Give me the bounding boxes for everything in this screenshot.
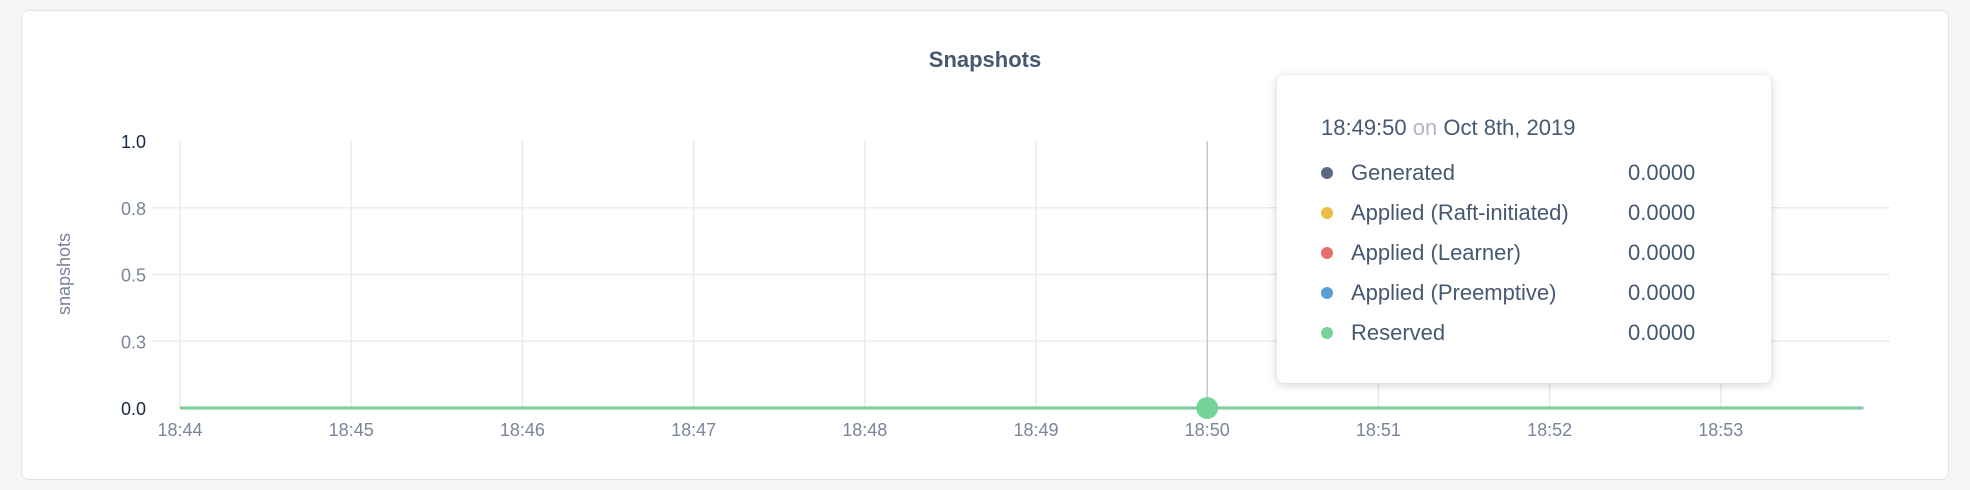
hover-point [1196,397,1219,419]
x-tick-label: 18:51 [1356,420,1401,440]
tooltip-row: Applied (Learner) 0.0000 [1321,233,1771,273]
x-tick-label: 18:52 [1527,420,1572,440]
tooltip-series-label: Applied (Raft-initiated) [1351,200,1569,225]
tooltip-series-value: 0.0000 [1628,200,1696,225]
chart-title: Snapshots [928,47,1042,72]
tooltip-row: Reserved 0.0000 [1321,313,1771,353]
legend-dot-icon [1321,327,1333,339]
tooltip-row: Applied (Preemptive) 0.0000 [1321,273,1771,313]
tooltip-series-label: Reserved [1351,320,1446,345]
tooltip-series-label: Applied (Learner) [1351,240,1521,265]
y-tick-label: 0.8 [121,199,146,219]
x-tick-label: 18:53 [1698,420,1743,440]
tooltip-series-value: 0.0000 [1628,320,1696,345]
legend-dot-icon [1321,287,1333,299]
tooltip-series-value: 0.0000 [1628,160,1696,185]
y-axis-label: snapshots [54,233,74,315]
x-tick-label: 18:50 [1185,420,1230,440]
tooltip-series-value: 0.0000 [1628,280,1696,305]
legend-dot-icon [1321,167,1333,179]
x-tick-label: 18:47 [671,420,716,440]
y-tick-label: 0.5 [121,266,146,286]
x-tick-label: 18:45 [329,420,374,440]
legend-dot-icon [1321,247,1333,259]
x-tick-label: 18:48 [842,420,887,440]
tooltip-row: Applied (Raft-initiated) 0.0000 [1321,193,1771,233]
tooltip-date: Oct 8th, 2019 [1443,115,1576,140]
tooltip-time: 18:49:50 [1321,115,1407,140]
hover-tooltip: 18:49:50 on Oct 8th, 2019 Generated 0.000… [1277,75,1771,383]
x-tick-label: 18:46 [500,420,545,440]
tooltip-on: on [1412,115,1438,140]
tooltip-series-label: Applied (Preemptive) [1351,280,1557,305]
x-tick-label: 18:49 [1013,420,1058,440]
tooltip-row: Generated 0.0000 [1321,153,1771,193]
legend-dot-icon [1321,207,1333,219]
tooltip-header: 18:49:50 on Oct 8th, 2019 [1321,115,1771,141]
y-tick-label: 0.0 [121,399,146,419]
y-tick-label: 1.0 [121,132,146,152]
x-tick-label: 18:44 [157,420,202,440]
tooltip-series-value: 0.0000 [1628,240,1696,265]
tooltip-series-label: Generated [1351,160,1455,185]
y-tick-label: 0.3 [121,332,146,352]
